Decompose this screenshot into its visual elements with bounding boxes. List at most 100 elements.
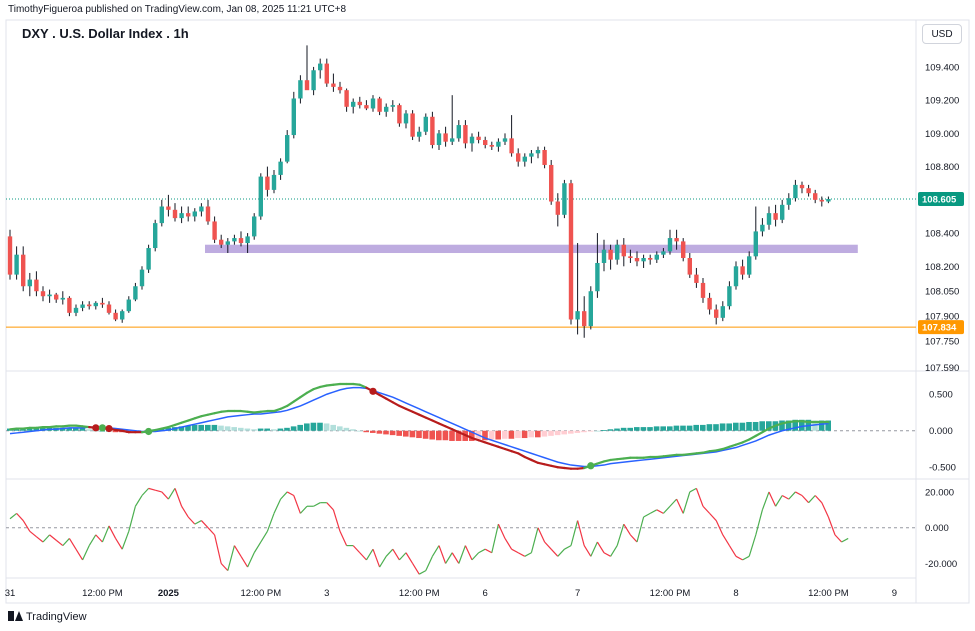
candle [14, 246, 19, 280]
oscillator-line-segment [438, 545, 447, 564]
price-tick-label: 108.200 [925, 262, 959, 273]
macd-histogram-bar [277, 428, 284, 431]
macd-line-segment [206, 412, 216, 416]
candle [522, 153, 527, 167]
macd-line-segment [616, 457, 625, 461]
macd-histogram-bar [409, 430, 416, 438]
oscillator-line-segment [207, 527, 216, 536]
oscillator-line-segment [75, 548, 84, 561]
candle-body [225, 241, 230, 245]
support-level-badge-bg [918, 320, 964, 335]
oscillator-line-segment [200, 520, 209, 529]
symbol-title[interactable]: DXY . U.S. Dollar Index . 1h [22, 26, 189, 41]
macd-line-segment [536, 461, 546, 466]
macd-line-segment [239, 409, 249, 413]
oscillator-line-segment [834, 534, 843, 543]
candle-body [166, 206, 171, 210]
macd-line-segment [437, 422, 447, 428]
oscillator-line-segment [669, 498, 678, 507]
candle [245, 233, 250, 254]
candle-body [813, 193, 818, 200]
candle-body [588, 291, 593, 327]
candle [80, 301, 85, 312]
candle-body [681, 241, 686, 258]
macd-line-segment [503, 447, 513, 453]
macd-histogram-bar [554, 430, 561, 436]
candle [232, 234, 237, 245]
macd-line-segment [220, 409, 229, 413]
oscillator-line-segment [313, 502, 321, 507]
candle-body [727, 286, 732, 307]
price-axis[interactable]: 109.400 109.200 109.000 108.800 108.400 108.2… [918, 62, 964, 570]
candle-body [806, 188, 811, 194]
time-tick-label: 8 [733, 588, 738, 599]
time-axis[interactable]: 31 12:00 PM 2025 12:00 PM 3 12:00 PM 6 7 12:00 P… [5, 588, 897, 599]
macd-histogram-bar [66, 427, 72, 431]
oscillator-line-segment [775, 495, 783, 507]
candle [733, 261, 739, 290]
macd-histogram-bar [304, 423, 310, 431]
candle-body [351, 101, 356, 107]
time-tick-label: 6 [483, 588, 488, 599]
macd-histogram-bar [535, 430, 541, 438]
macd-histogram-bar [752, 421, 759, 431]
candle-body [509, 138, 514, 154]
oscillator-line-segment [181, 505, 189, 518]
oscillator-line-segment [273, 498, 282, 514]
candle-body [674, 238, 679, 242]
macd-line-segment [312, 385, 322, 391]
candle-body [753, 231, 758, 257]
candle-body [331, 83, 336, 87]
candle [469, 133, 475, 152]
macd-histogram-bar [733, 422, 739, 431]
candle [436, 130, 442, 150]
currency-button[interactable]: USD [922, 24, 962, 44]
macd-histogram-bar [310, 422, 317, 431]
candle [159, 199, 164, 227]
oscillator-line-segment [9, 512, 17, 520]
oscillator-line-segment [590, 541, 598, 557]
oscillator-line-segment [524, 552, 532, 557]
candle [753, 206, 758, 260]
macd-histogram-bar [317, 422, 323, 431]
oscillator-line-segment [88, 534, 97, 546]
macd-histogram-bar [403, 430, 409, 437]
macd-line-segment [767, 424, 777, 430]
candle [766, 206, 772, 230]
candle-body [238, 238, 244, 244]
macd-histogram-bar [515, 430, 521, 439]
candle [747, 251, 752, 278]
macd-line-segment [715, 447, 724, 452]
macd-histogram-bar [356, 430, 363, 432]
macd-histogram-bar [271, 429, 277, 431]
candle [324, 58, 329, 87]
macd-histogram-bar [251, 429, 257, 431]
candle [126, 296, 131, 313]
macd-histogram-bar [693, 424, 699, 431]
candle [186, 206, 191, 222]
candle [595, 233, 600, 298]
oscillator-line-segment [451, 552, 460, 564]
macd-line-segment [477, 439, 487, 444]
oscillator-line-segment [128, 506, 136, 532]
macd-histogram-bar [257, 428, 264, 431]
macd-line-segment [734, 441, 744, 446]
candle [793, 179, 798, 202]
candle-body [786, 198, 791, 205]
macd-histogram-bar [449, 430, 455, 441]
macd-histogram-bar [587, 430, 594, 432]
macd-tick-label: 0.500 [929, 390, 953, 401]
oscillator-line-segment [478, 548, 486, 554]
candle [575, 243, 580, 335]
oscillator-line-segment [491, 523, 499, 553]
candle-body [707, 297, 712, 310]
candle-body [714, 309, 719, 318]
candle [780, 199, 785, 224]
macd-histogram-bar [799, 419, 805, 431]
macd-histogram-bar [264, 428, 270, 431]
macd-histogram-bar [396, 430, 402, 436]
macd-line-segment [48, 425, 58, 429]
macd-bear-cross-dot [369, 387, 377, 395]
tradingview-logo[interactable]: TradingView [8, 611, 87, 623]
